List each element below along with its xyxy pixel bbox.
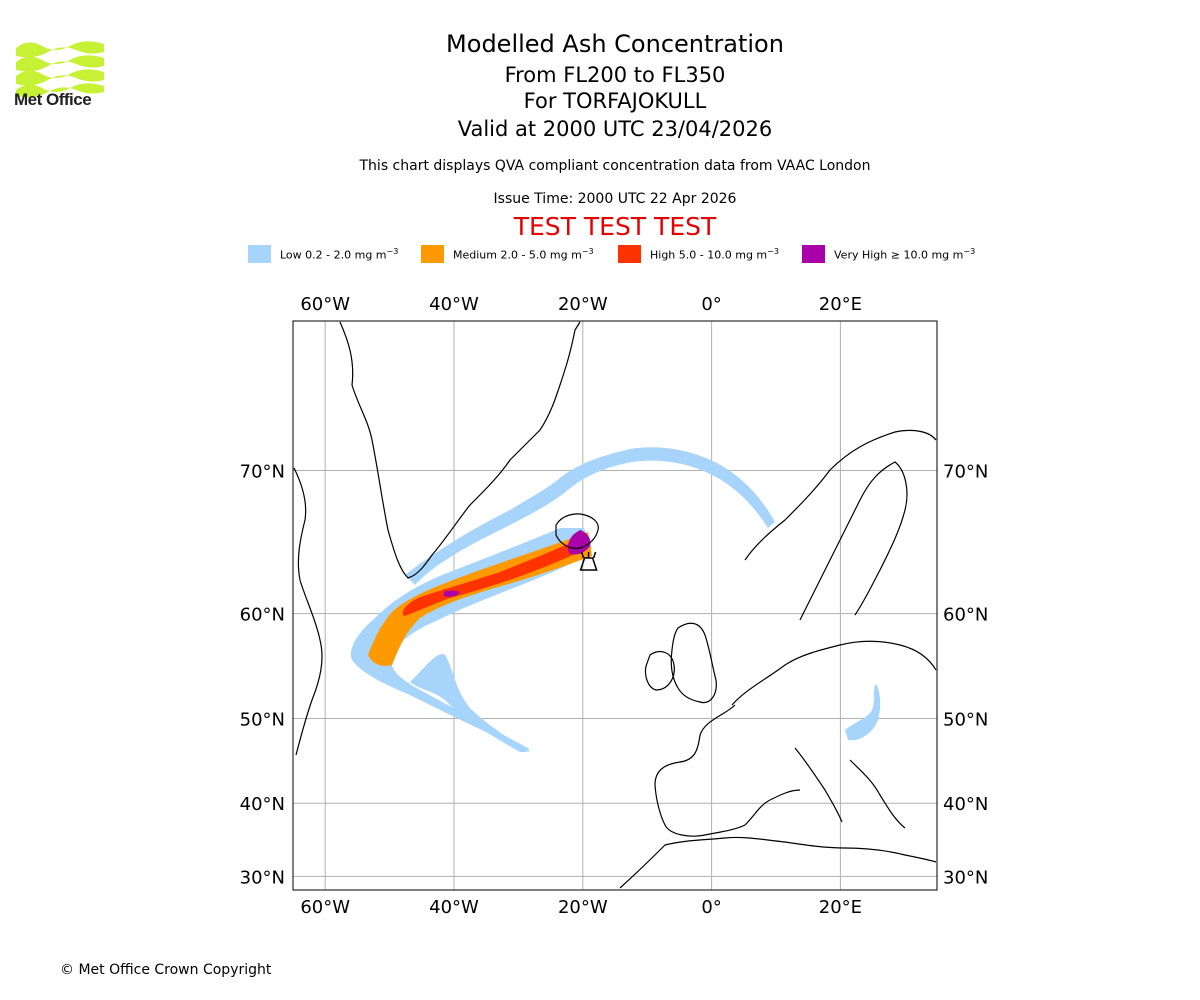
volcano-name: For TORFAJOKULL <box>523 89 707 113</box>
ash-low-spur <box>410 654 528 752</box>
lon-tick-label: 20°E <box>819 294 862 315</box>
valid-time: Valid at 2000 UTC 23/04/2026 <box>457 117 773 141</box>
coast-continental-europe <box>731 640 937 706</box>
lat-tick-label: 40°N <box>240 794 285 815</box>
lat-tick-label: 50°N <box>240 709 285 730</box>
coast-great-britain <box>670 622 717 704</box>
legend-unit-medium: −3 <box>581 247 594 256</box>
legend-label-low: Low 0.2 - 2.0 mg m <box>280 248 387 262</box>
legend-unit-low: −3 <box>386 247 399 256</box>
coast-greenland <box>339 321 581 579</box>
coast-iceland <box>555 513 599 549</box>
coast-labrador <box>293 467 323 756</box>
lat-tick-label: 60°N <box>943 605 988 626</box>
lat-tick-label: 60°N <box>240 605 285 626</box>
coast-sweden-finland <box>799 461 908 621</box>
legend-unit-very-high: −3 <box>963 247 976 256</box>
legend-unit-high: −3 <box>767 247 779 256</box>
legend-label-very-high: Very High ≥ 10.0 mg m <box>834 248 964 262</box>
ash-very-high-patch <box>444 590 460 597</box>
lat-tick-label: 50°N <box>943 709 988 730</box>
ash-high-region <box>402 536 590 616</box>
ash-low-patch-east <box>845 684 881 741</box>
coast-norway <box>744 429 937 561</box>
ash-plume <box>350 447 881 752</box>
lon-tick-label: 40°W <box>429 897 479 918</box>
lon-tick-label: 60°W <box>300 294 350 315</box>
legend-swatch-high <box>618 245 641 263</box>
coast-iberia-france <box>654 704 801 837</box>
lat-labels-left: 70°N 60°N 50°N 40°N 30°N <box>240 461 285 888</box>
lon-tick-label: 20°W <box>558 897 608 918</box>
lon-tick-label: 20°W <box>558 294 608 315</box>
lon-tick-label: 20°E <box>819 897 862 918</box>
lon-tick-label: 0° <box>701 294 721 315</box>
lat-labels-right: 70°N 60°N 50°N 40°N 30°N <box>943 461 988 888</box>
lon-tick-label: 60°W <box>300 897 350 918</box>
test-banner: TEST TEST TEST <box>513 212 717 241</box>
compliance-note: This chart displays QVA compliant concen… <box>359 158 871 174</box>
lon-tick-label: 40°W <box>429 294 479 315</box>
coast-ireland <box>644 651 675 691</box>
flight-level-range: From FL200 to FL350 <box>504 63 726 87</box>
lat-tick-label: 40°N <box>943 794 988 815</box>
coast-north-africa <box>619 836 937 889</box>
met-office-logo-icon <box>16 41 104 98</box>
issue-time: Issue Time: 2000 UTC 22 Apr 2026 <box>493 191 737 207</box>
legend-swatch-medium <box>421 245 444 263</box>
volcano-marker-icon <box>579 551 598 571</box>
coastlines <box>293 321 937 889</box>
chart-title: Modelled Ash Concentration <box>446 30 784 58</box>
lat-tick-label: 70°N <box>240 461 285 482</box>
coast-italy-balkans <box>794 747 906 829</box>
lon-labels-top: 60°W 40°W 20°W 0° 20°E <box>300 294 862 315</box>
lat-tick-label: 30°N <box>943 867 988 888</box>
legend-label-high: High 5.0 - 10.0 mg m <box>650 248 768 262</box>
legend-swatch-low <box>248 245 271 263</box>
ash-low-arc <box>405 447 775 585</box>
copyright-notice: © Met Office Crown Copyright <box>60 962 272 978</box>
lon-tick-label: 0° <box>701 897 721 918</box>
lat-tick-label: 30°N <box>240 867 285 888</box>
ash-map: 60°W 40°W 20°W 0° 20°E 60°W 40°W 20°W 0° 20°E 70… <box>240 294 989 918</box>
legend-label-medium: Medium 2.0 - 5.0 mg m <box>453 248 582 262</box>
legend-swatch-very-high <box>802 245 825 263</box>
logo-wordmark: Met Office <box>14 90 92 109</box>
lon-labels-bottom: 60°W 40°W 20°W 0° 20°E <box>300 897 862 918</box>
map-frame <box>292 320 938 891</box>
lat-tick-label: 70°N <box>943 461 988 482</box>
